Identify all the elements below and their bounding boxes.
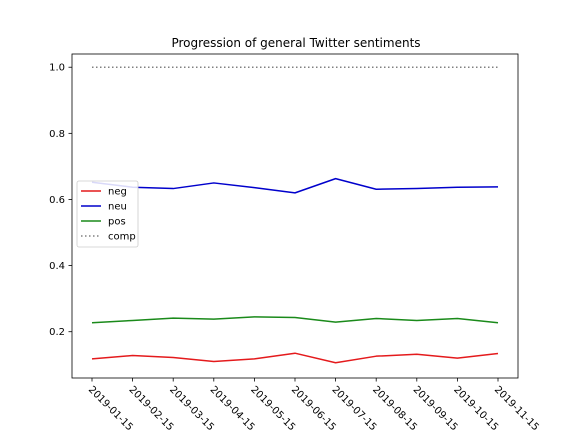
y-tick-label: 0.2 — [49, 327, 65, 338]
chart-title: Progression of general Twitter sentiment… — [171, 36, 420, 50]
y-tick-label: 0.6 — [49, 195, 65, 206]
legend-box — [76, 180, 139, 248]
series-line-neg — [91, 352, 499, 364]
legend-label-pos: pos — [108, 217, 126, 228]
y-tick-label: 0.4 — [49, 261, 65, 272]
series-line-pos — [91, 316, 499, 324]
y-tick-label: 1.0 — [49, 63, 65, 74]
legend-label-comp: comp — [108, 232, 136, 243]
legend-label-neu: neu — [108, 202, 127, 213]
series-line-neu — [91, 177, 499, 194]
y-tick-label: 0.8 — [49, 129, 65, 140]
series-layer — [91, 66, 499, 364]
plot-frame — [71, 53, 519, 379]
legend-label-neg: neg — [108, 187, 127, 198]
legend: neg neu pos comp — [76, 180, 139, 248]
